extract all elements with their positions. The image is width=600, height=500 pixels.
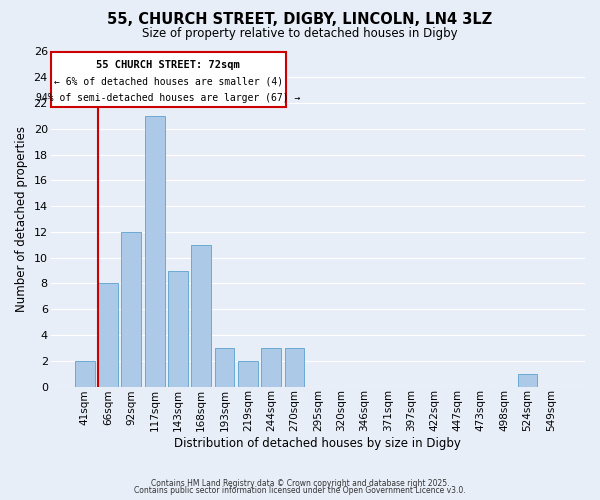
Bar: [121, 232, 141, 386]
Text: ← 6% of detached houses are smaller (4): ← 6% of detached houses are smaller (4): [53, 77, 283, 87]
Text: Contains HM Land Registry data © Crown copyright and database right 2025.: Contains HM Land Registry data © Crown c…: [151, 478, 449, 488]
Bar: [284, 348, 304, 387]
Text: Size of property relative to detached houses in Digby: Size of property relative to detached ho…: [142, 28, 458, 40]
X-axis label: Distribution of detached houses by size in Digby: Distribution of detached houses by size …: [175, 437, 461, 450]
Bar: [238, 361, 258, 386]
Text: 55 CHURCH STREET: 72sqm: 55 CHURCH STREET: 72sqm: [96, 60, 240, 70]
Text: 55, CHURCH STREET, DIGBY, LINCOLN, LN4 3LZ: 55, CHURCH STREET, DIGBY, LINCOLN, LN4 3…: [107, 12, 493, 28]
Y-axis label: Number of detached properties: Number of detached properties: [15, 126, 28, 312]
Bar: [261, 348, 281, 387]
Bar: [98, 284, 118, 387]
Bar: [215, 348, 235, 387]
Text: Contains public sector information licensed under the Open Government Licence v3: Contains public sector information licen…: [134, 486, 466, 495]
Bar: [191, 245, 211, 386]
Bar: [518, 374, 538, 386]
Bar: [145, 116, 164, 386]
Text: 94% of semi-detached houses are larger (67) →: 94% of semi-detached houses are larger (…: [36, 94, 301, 104]
Bar: [75, 361, 95, 386]
Bar: [168, 270, 188, 386]
FancyBboxPatch shape: [50, 52, 286, 107]
